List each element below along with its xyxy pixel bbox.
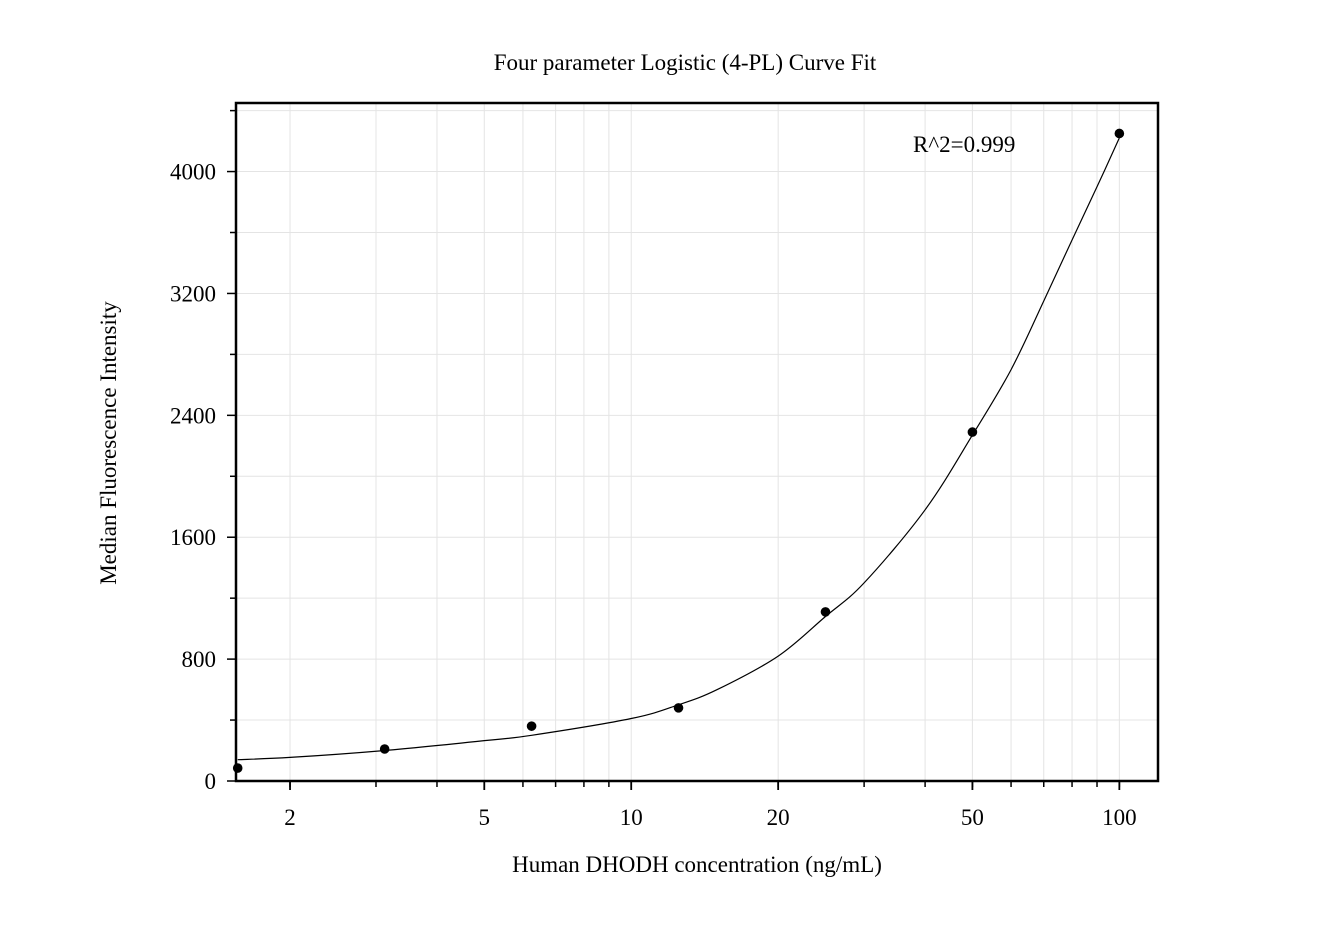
data-point xyxy=(232,763,243,773)
data-point xyxy=(526,721,537,731)
plot-frame xyxy=(234,101,1160,783)
fit-curve-layer xyxy=(237,137,1120,761)
x-axis-label: Human DHODH concentration (ng/mL) xyxy=(512,852,882,877)
y-tick-label: 2400 xyxy=(170,403,216,428)
y-tick-label: 3200 xyxy=(170,281,216,306)
r-squared-annotation: R^2=0.999 xyxy=(913,132,1015,157)
x-tick-label: 100 xyxy=(1102,805,1137,830)
x-tick-labels: 2 5 10 20 50 100 xyxy=(284,805,1136,830)
fit-curve xyxy=(237,137,1120,761)
x-tick-label: 2 xyxy=(284,805,296,830)
data-points-layer xyxy=(232,128,1125,773)
data-point xyxy=(1114,128,1125,139)
data-point xyxy=(379,744,390,754)
x-tick-label: 10 xyxy=(620,805,643,830)
data-point xyxy=(967,427,978,437)
x-tick-label: 20 xyxy=(767,805,790,830)
y-tick-label: 1600 xyxy=(170,525,216,550)
data-point xyxy=(820,607,831,617)
x-tick-label: 5 xyxy=(479,805,491,830)
y-tick-label: 800 xyxy=(182,647,217,672)
axis-ticks xyxy=(227,109,1121,790)
y-tick-label: 4000 xyxy=(170,160,216,185)
y-axis-label: Median Fluorescence Intensity xyxy=(96,301,121,585)
data-point xyxy=(673,703,684,713)
chart-title: Four parameter Logistic (4-PL) Curve Fit xyxy=(494,50,877,75)
y-tick-labels: 0 800 1600 2400 3200 4000 xyxy=(170,160,216,794)
grid xyxy=(236,103,1158,782)
x-tick-label: 50 xyxy=(961,805,984,830)
y-tick-label: 0 xyxy=(205,769,217,794)
